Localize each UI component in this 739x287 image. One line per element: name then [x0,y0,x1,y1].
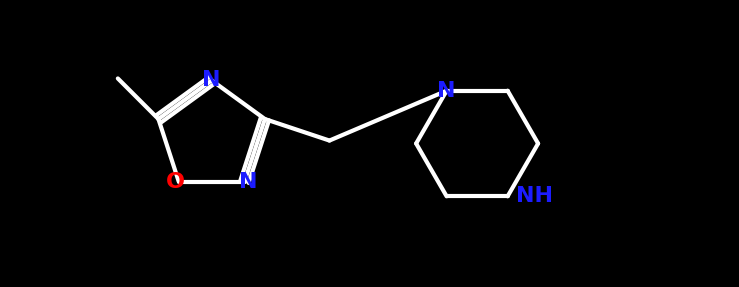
Text: N: N [437,81,456,101]
Text: NH: NH [517,186,554,206]
Text: N: N [202,70,221,90]
Text: N: N [239,172,257,192]
Text: O: O [166,172,185,192]
